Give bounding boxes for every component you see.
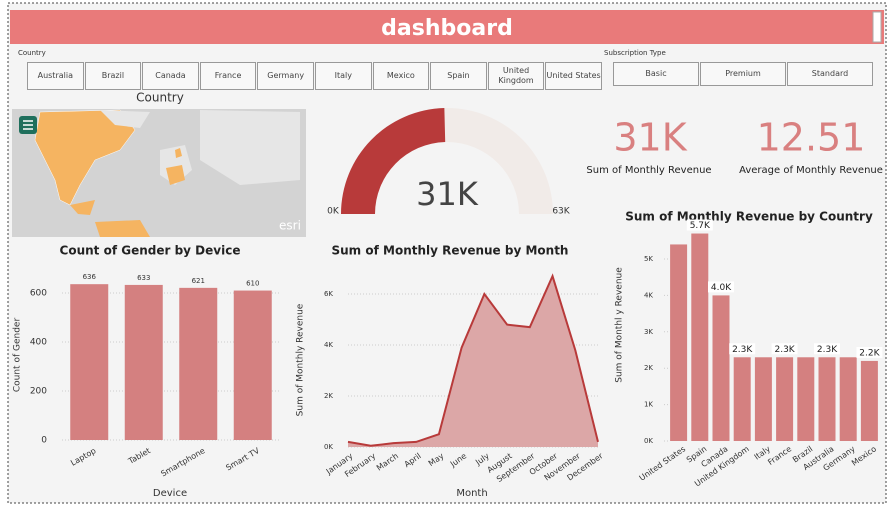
slicer-option[interactable]: Brazil <box>84 62 142 90</box>
y-tick-label: 4K <box>324 341 333 349</box>
x-axis-title: Month <box>456 488 487 499</box>
data-label-bg <box>856 346 883 358</box>
chart-title: Sum of Monthly Revenue by Month <box>332 244 569 258</box>
data-label: 610 <box>246 280 259 288</box>
line <box>347 273 599 447</box>
bar <box>233 290 272 440</box>
slicer-option[interactable]: Standard <box>787 62 873 86</box>
data-label: 2.3K <box>774 345 795 355</box>
bar <box>733 357 751 441</box>
y-axis-title: Sum of Monthl y Revenue <box>615 267 625 383</box>
title-bar <box>10 10 884 44</box>
bar <box>70 284 109 440</box>
area-fill <box>348 276 598 447</box>
bar <box>670 244 688 441</box>
slicer-option[interactable]: United States <box>545 62 602 90</box>
data-label: 4.0K <box>711 283 732 293</box>
data-label-bg <box>686 219 713 231</box>
slicer-option[interactable]: Spain <box>430 62 487 90</box>
gauge-tick-label: 0K <box>327 207 340 217</box>
bar <box>860 360 878 441</box>
slicer-option[interactable]: Mexico <box>372 62 430 90</box>
y-axis-title: Sum of Monthly Revenue <box>296 303 306 416</box>
bar <box>818 357 836 441</box>
slicer-label: Country <box>18 49 46 57</box>
bar <box>124 284 163 440</box>
slicer-option[interactable]: Premium <box>700 62 786 86</box>
bar <box>179 287 218 440</box>
gauge-value-label: 31K <box>416 175 479 213</box>
bar <box>712 295 730 441</box>
map <box>12 109 306 237</box>
map-credit: esri <box>279 219 301 233</box>
y-tick-label: 2K <box>324 392 333 400</box>
map-title: Country <box>136 91 184 105</box>
gauge-tick-label: 63K <box>552 207 570 217</box>
data-label-bg <box>708 281 734 293</box>
data-label-bg <box>729 343 756 355</box>
slicer-option[interactable]: Germany <box>257 62 314 90</box>
chart-title: Count of Gender by Device <box>60 244 241 258</box>
bar <box>754 357 772 441</box>
chart-title: Sum of Monthly Revenue by Country <box>625 210 873 224</box>
data-label-bg <box>771 343 798 355</box>
slicer-option[interactable]: United Kingdom <box>487 62 545 90</box>
slicer-option[interactable]: France <box>199 62 257 90</box>
slicer-option[interactable]: Basic <box>613 62 699 86</box>
y-tick-label: 0K <box>324 443 333 451</box>
data-label: 2.3K <box>817 345 838 355</box>
y-tick-label: 400 <box>30 338 47 348</box>
data-label: 5.7K <box>690 221 711 231</box>
y-axis-title: Count of Gender <box>13 318 23 393</box>
gauge-value <box>341 108 446 214</box>
bar <box>839 357 857 441</box>
bar <box>797 357 815 441</box>
y-tick-label: 1K <box>644 401 653 409</box>
slicer-option[interactable]: Australia <box>27 62 84 90</box>
kpi-label: Average of Monthly Revenue <box>739 165 883 176</box>
slicer-option[interactable]: Italy <box>314 62 372 90</box>
slicer: Basic Premium Standard <box>613 62 874 86</box>
data-label: 621 <box>192 277 205 285</box>
y-tick-label: 600 <box>30 289 47 299</box>
y-tick-label: 4K <box>644 291 653 299</box>
kpi-label: Sum of Monthly Revenue <box>586 165 711 176</box>
data-label: 636 <box>83 273 97 281</box>
y-tick-label: 0K <box>644 437 653 445</box>
y-tick-label: 6K <box>324 290 333 298</box>
slicer-option[interactable]: Canada <box>142 62 199 90</box>
kpi-value: 12.51 <box>757 116 866 160</box>
data-label: 2.2K <box>859 348 880 358</box>
y-tick-label: 200 <box>30 387 47 397</box>
bar <box>776 357 794 441</box>
y-tick-label: 5K <box>644 255 653 263</box>
y-tick-label: 2K <box>644 364 653 372</box>
kpi-value: 31K <box>613 116 687 160</box>
slicer: Australia Brazil Canada France Germany Italy M… <box>27 62 603 90</box>
bar <box>691 233 709 441</box>
data-label-bg <box>814 343 840 355</box>
slicer-label: Subscription Type <box>604 49 666 57</box>
data-label: 2.3K <box>732 345 753 355</box>
y-tick-label: 3K <box>644 328 653 336</box>
y-tick-label: 0 <box>41 436 47 446</box>
dashboard-title: dashboard <box>381 16 513 41</box>
x-axis-title: Device <box>153 488 187 499</box>
data-label: 633 <box>137 274 150 282</box>
scrollbar <box>872 11 882 43</box>
